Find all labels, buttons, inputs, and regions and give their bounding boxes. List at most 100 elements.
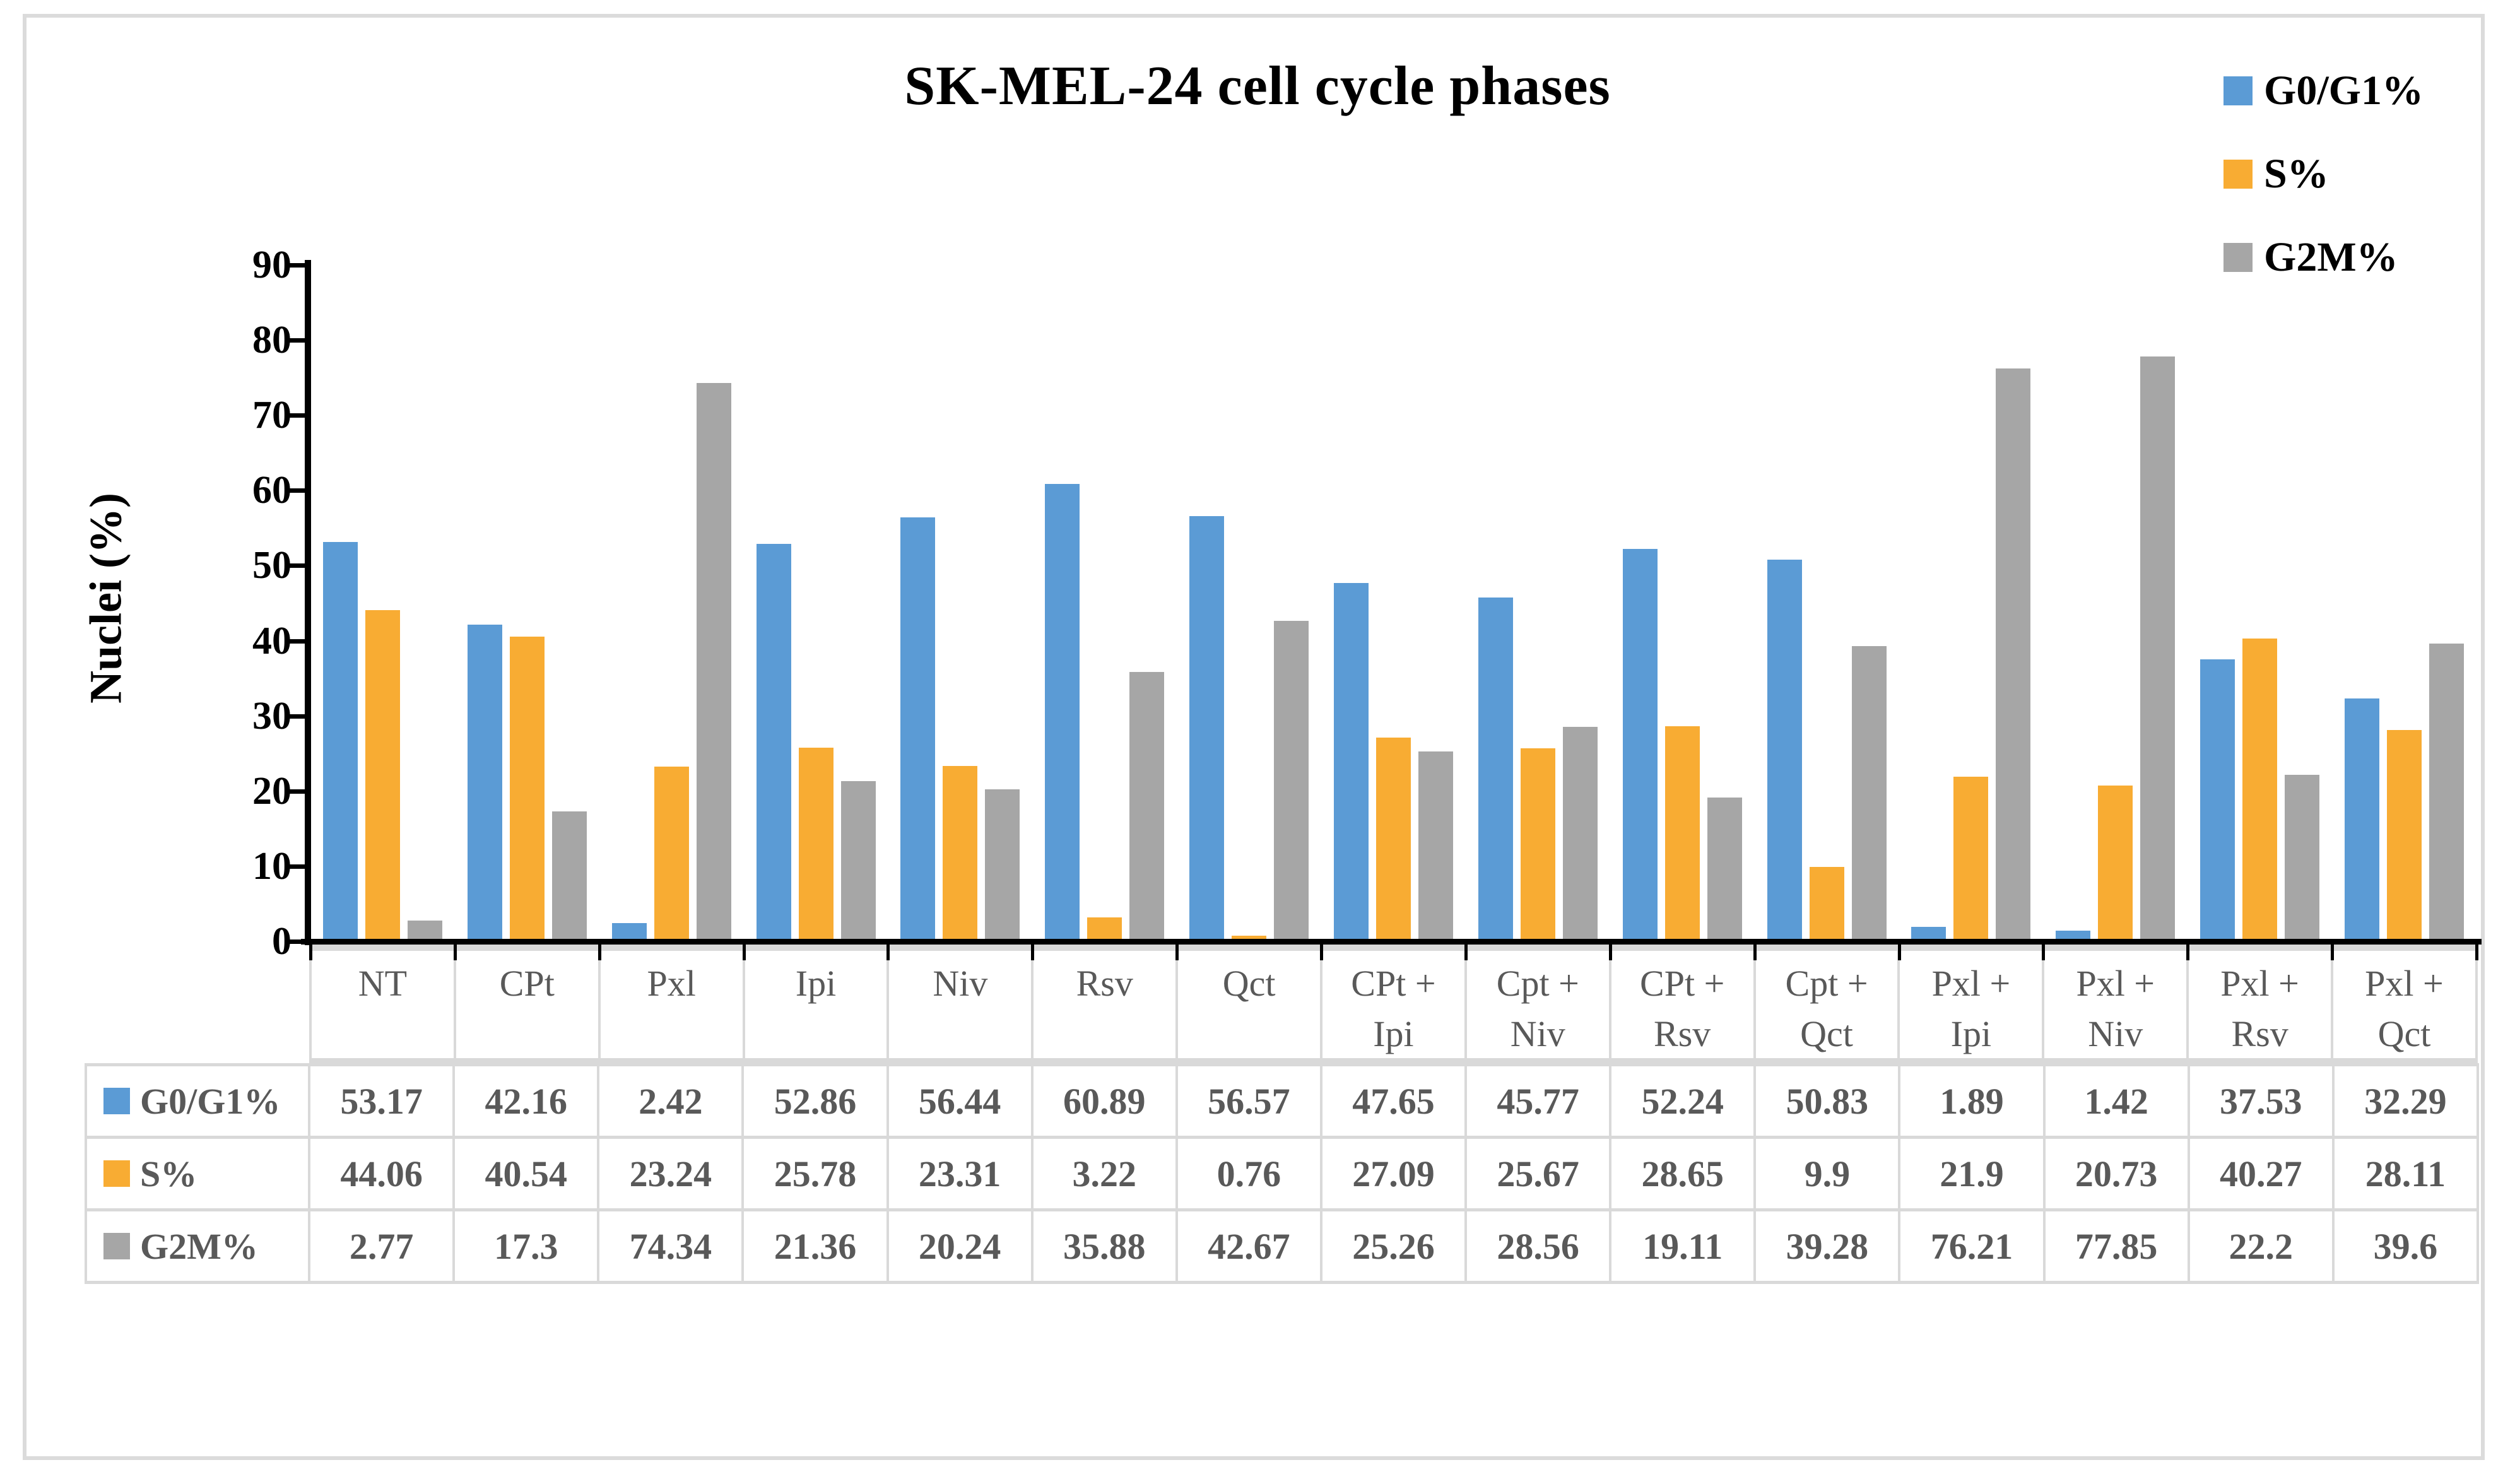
y-tick-mark <box>285 714 310 719</box>
bar <box>2387 730 2422 941</box>
category-label: NT <box>309 951 454 1058</box>
chart-legend: G0/G1% S% G2M% <box>2223 49 2424 299</box>
y-tick-mark <box>285 939 310 944</box>
y-tick-mark <box>285 789 310 794</box>
table-cell: 45.77 <box>1467 1066 1612 1139</box>
legend-label: G0/G1% <box>2264 68 2424 114</box>
table-cell: 42.67 <box>1177 1211 1322 1284</box>
y-axis-title: Nuclei (%) <box>80 493 131 704</box>
table-cell: 2.42 <box>599 1066 745 1139</box>
chart-title: SK-MEL-24 cell cycle phases <box>904 56 1611 117</box>
table-cell: 28.65 <box>1611 1139 1757 1211</box>
y-tick-label: 70 <box>252 394 292 437</box>
bar <box>1376 738 1411 941</box>
legend-swatch <box>2223 243 2253 272</box>
bar <box>365 610 400 941</box>
table-cell: 25.78 <box>744 1139 889 1211</box>
table-cell: 74.34 <box>599 1211 745 1284</box>
y-tick-label: 20 <box>252 769 292 813</box>
bar <box>1953 777 1989 941</box>
table-cell: 40.54 <box>455 1139 600 1211</box>
table-cell: 35.88 <box>1033 1211 1178 1284</box>
bar <box>509 637 545 941</box>
bar <box>654 767 689 941</box>
bar <box>985 789 1020 941</box>
series-name: G2M% <box>140 1225 258 1267</box>
x-tick-mark <box>2186 939 2190 960</box>
x-tick-mark <box>1031 939 1035 960</box>
x-tick-mark <box>598 939 601 960</box>
category-label: Niv <box>886 951 1031 1058</box>
bar <box>900 517 936 941</box>
legend-item: G2M% <box>2223 216 2424 299</box>
table-cell: 39.6 <box>2334 1211 2479 1284</box>
category-label: Pxl <box>598 951 743 1058</box>
bar <box>1334 583 1369 941</box>
x-tick-mark <box>309 939 312 960</box>
table-cell: 52.86 <box>744 1066 889 1139</box>
legend-swatch <box>2223 160 2253 189</box>
y-tick-mark <box>285 338 310 343</box>
bar <box>2056 931 2091 941</box>
x-axis-line <box>301 939 2482 945</box>
table-cell: 2.77 <box>310 1211 456 1284</box>
legend-swatch <box>2223 76 2253 105</box>
table-cell: 21.9 <box>1900 1139 2046 1211</box>
table-cell: 60.89 <box>1033 1066 1178 1139</box>
table-cell: 53.17 <box>310 1066 456 1139</box>
x-tick-mark <box>2331 939 2335 960</box>
series-key-swatch <box>103 1233 130 1259</box>
table-cell: 52.24 <box>1611 1066 1757 1139</box>
legend-label: G2M% <box>2264 234 2398 280</box>
x-tick-mark <box>1897 939 1901 960</box>
table-cell: 25.67 <box>1467 1139 1612 1211</box>
category-label: CPt + Rsv <box>1608 951 1753 1058</box>
bar <box>322 541 358 941</box>
bar <box>1809 867 1844 941</box>
bar <box>1189 516 1225 941</box>
table-cell: 1.42 <box>2045 1066 2190 1139</box>
category-label: Cpt + Niv <box>1464 951 1609 1058</box>
category-axis-labels: NT CPt Pxl Ipi Niv Rsv Qct CPt + Ipi Cpt + Niv CP… <box>309 945 2478 1063</box>
category-label: Pxl + Rsv <box>2186 951 2331 1058</box>
bar <box>840 780 876 941</box>
table-cell: 0.76 <box>1177 1139 1322 1211</box>
table-cell: 20.24 <box>888 1211 1034 1284</box>
category-label: Ipi <box>742 951 887 1058</box>
table-cell: 47.65 <box>1322 1066 1468 1139</box>
table-cell: 19.11 <box>1611 1211 1757 1284</box>
y-tick-mark <box>285 488 310 493</box>
bar <box>2345 698 2380 941</box>
bar <box>551 811 587 941</box>
y-tick-mark <box>285 563 310 568</box>
series-name: S% <box>140 1153 197 1194</box>
table-cell: 77.85 <box>2045 1211 2190 1284</box>
y-tick-label: 10 <box>252 844 292 888</box>
x-tick-mark <box>2042 939 2046 960</box>
table-cell: 21.36 <box>744 1211 889 1284</box>
category-label: CPt + Ipi <box>1320 951 1464 1058</box>
x-tick-mark <box>1464 939 1468 960</box>
y-tick-label: 60 <box>252 469 292 512</box>
bar <box>798 747 833 941</box>
bar <box>756 544 791 941</box>
y-tick-label: 80 <box>252 319 292 362</box>
x-tick-mark <box>886 939 890 960</box>
category-label: Cpt + Qct <box>1753 951 1898 1058</box>
category-label: Pxl + Ipi <box>1897 951 2042 1058</box>
x-tick-mark <box>1753 939 1757 960</box>
bar <box>2098 786 2133 941</box>
category-label: Rsv <box>1031 951 1175 1058</box>
category-label: CPt <box>453 951 598 1058</box>
bar <box>1622 548 1658 941</box>
x-tick-mark <box>1175 939 1179 960</box>
category-label: Qct <box>1175 951 1320 1058</box>
bar <box>2200 659 2235 941</box>
y-tick-mark <box>285 864 310 869</box>
legend-item: G0/G1% <box>2223 49 2424 132</box>
bar <box>611 923 647 941</box>
bar <box>1707 798 1742 941</box>
y-axis-line <box>305 260 311 945</box>
bar <box>1767 559 1802 941</box>
